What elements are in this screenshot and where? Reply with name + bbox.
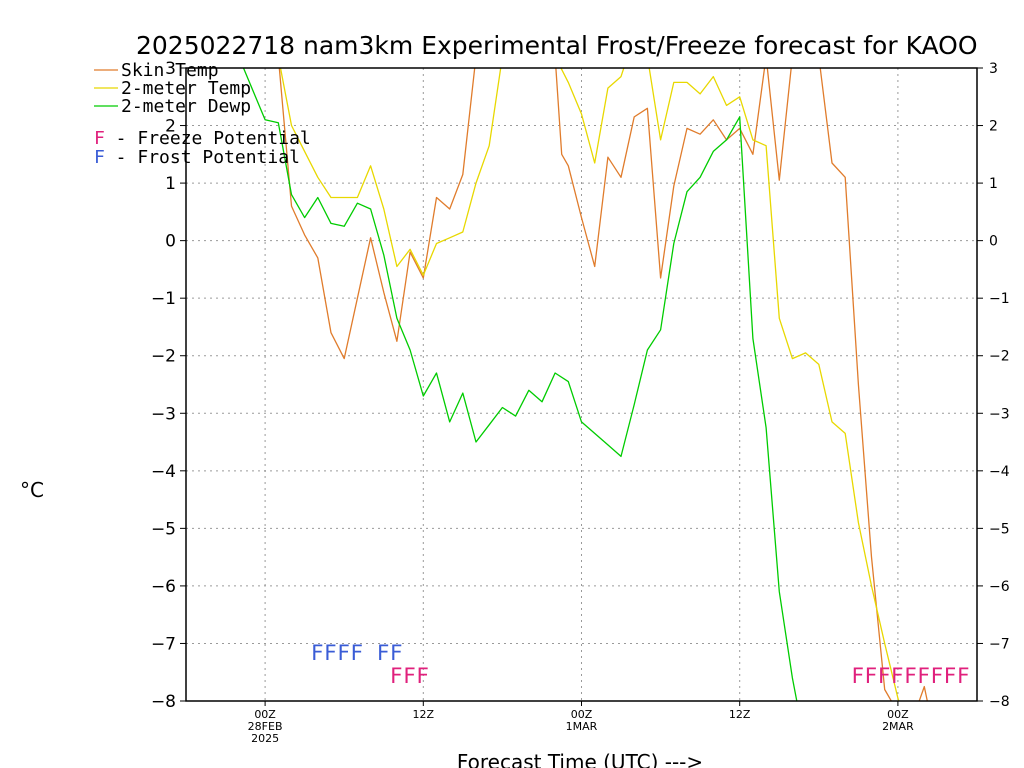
y-tick-label-right: 1 <box>989 176 998 192</box>
x-tick-label: 00Z <box>887 708 909 721</box>
series-line-2-meter-dewp <box>242 68 798 701</box>
y-tick-label-right: −1 <box>989 291 1010 307</box>
freeze-marker: F <box>865 664 878 688</box>
y-tick-label: −6 <box>151 577 176 597</box>
series-line-skin-temp <box>278 68 928 701</box>
freeze-marker: F <box>390 664 403 688</box>
y-tick-label: 1 <box>165 174 176 194</box>
y-axis-label: °C <box>20 478 44 502</box>
series-group <box>242 68 928 701</box>
frost-marker: F <box>377 641 390 665</box>
x-tick-sublabel: 2025 <box>251 732 279 745</box>
y-tick-label-right: −3 <box>989 406 1010 422</box>
freeze-marker: F <box>944 664 957 688</box>
y-tick-label: 2 <box>165 117 176 137</box>
potential-legend-text: - Frost Potential <box>105 147 300 168</box>
potential-legend-letter: F <box>94 147 105 168</box>
x-axis-label: Forecast Time (UTC) ---> <box>457 750 703 768</box>
y-tick-label: −7 <box>151 634 176 654</box>
freeze-marker: F <box>957 664 970 688</box>
freeze-marker: F <box>878 664 891 688</box>
x-tick-sublabel: 1MAR <box>566 720 598 733</box>
potential-legend-text: - Freeze Potential <box>105 128 311 149</box>
y-tick-label-right: −5 <box>989 521 1010 537</box>
frost-marker: F <box>350 641 363 665</box>
y-tick-label: −1 <box>151 289 176 309</box>
frost-marker: F <box>324 641 337 665</box>
frost-marker: F <box>390 641 403 665</box>
y-tick-label-right: 0 <box>989 234 998 250</box>
y-tick-label: 0 <box>165 232 176 252</box>
x-tick-sublabel: 28FEB <box>248 720 283 733</box>
x-tick-label: 12Z <box>729 708 751 721</box>
y-tick-label: −5 <box>151 519 176 539</box>
y-tick-label: −4 <box>151 462 176 482</box>
y-tick-label-right: −7 <box>989 636 1010 652</box>
legend-label: Skin Temp <box>121 60 219 81</box>
y-tick-label: 3 <box>165 59 176 79</box>
y-tick-label-right: −8 <box>989 694 1010 710</box>
legend-label: 2-meter Temp <box>121 78 251 99</box>
y-tick-label-right: −6 <box>989 579 1010 595</box>
potential-legend-entry: F - Frost Potential <box>94 147 300 168</box>
freeze-marker: F <box>851 664 864 688</box>
y-tick-label-right: −2 <box>989 349 1010 365</box>
frost-marker: F <box>311 641 324 665</box>
potential-legend-entry: F - Freeze Potential <box>94 128 311 149</box>
chart-title: 2025022718 nam3km Experimental Frost/Fre… <box>136 31 978 60</box>
y-tick-label: −2 <box>151 347 176 367</box>
y-tick-label-right: 3 <box>989 61 998 77</box>
freeze-marker: F <box>904 664 917 688</box>
axes: 3 3 2 2 1 1 0 0 −1 −1 −2 −2 −3 −3 −4 −4 −5 −5 −6 −6 −7 −7 −8 −8… <box>151 59 1010 745</box>
freeze-marker: F <box>416 664 429 688</box>
frost-marker: F <box>337 641 350 665</box>
x-tick-label: 12Z <box>413 708 435 721</box>
x-tick-label: 00Z <box>571 708 593 721</box>
freeze-marker: F <box>917 664 930 688</box>
y-tick-label: −3 <box>151 404 176 424</box>
freeze-marker: F <box>891 664 904 688</box>
freeze-marker: F <box>930 664 943 688</box>
potential-markers: F F F F F FF F F F F F F F F F F F <box>311 641 970 688</box>
series-line-2-meter-temp <box>279 68 900 701</box>
x-tick-sublabel: 2MAR <box>882 720 914 733</box>
x-tick-label: 00Z <box>254 708 276 721</box>
potential-legend-letter: F <box>94 128 105 149</box>
y-tick-label-right: −4 <box>989 464 1010 480</box>
y-tick-label-right: 2 <box>989 119 998 135</box>
legend-label: 2-meter Dewp <box>121 96 251 117</box>
freeze-marker: F <box>403 664 416 688</box>
y-tick-label: −8 <box>151 692 176 712</box>
